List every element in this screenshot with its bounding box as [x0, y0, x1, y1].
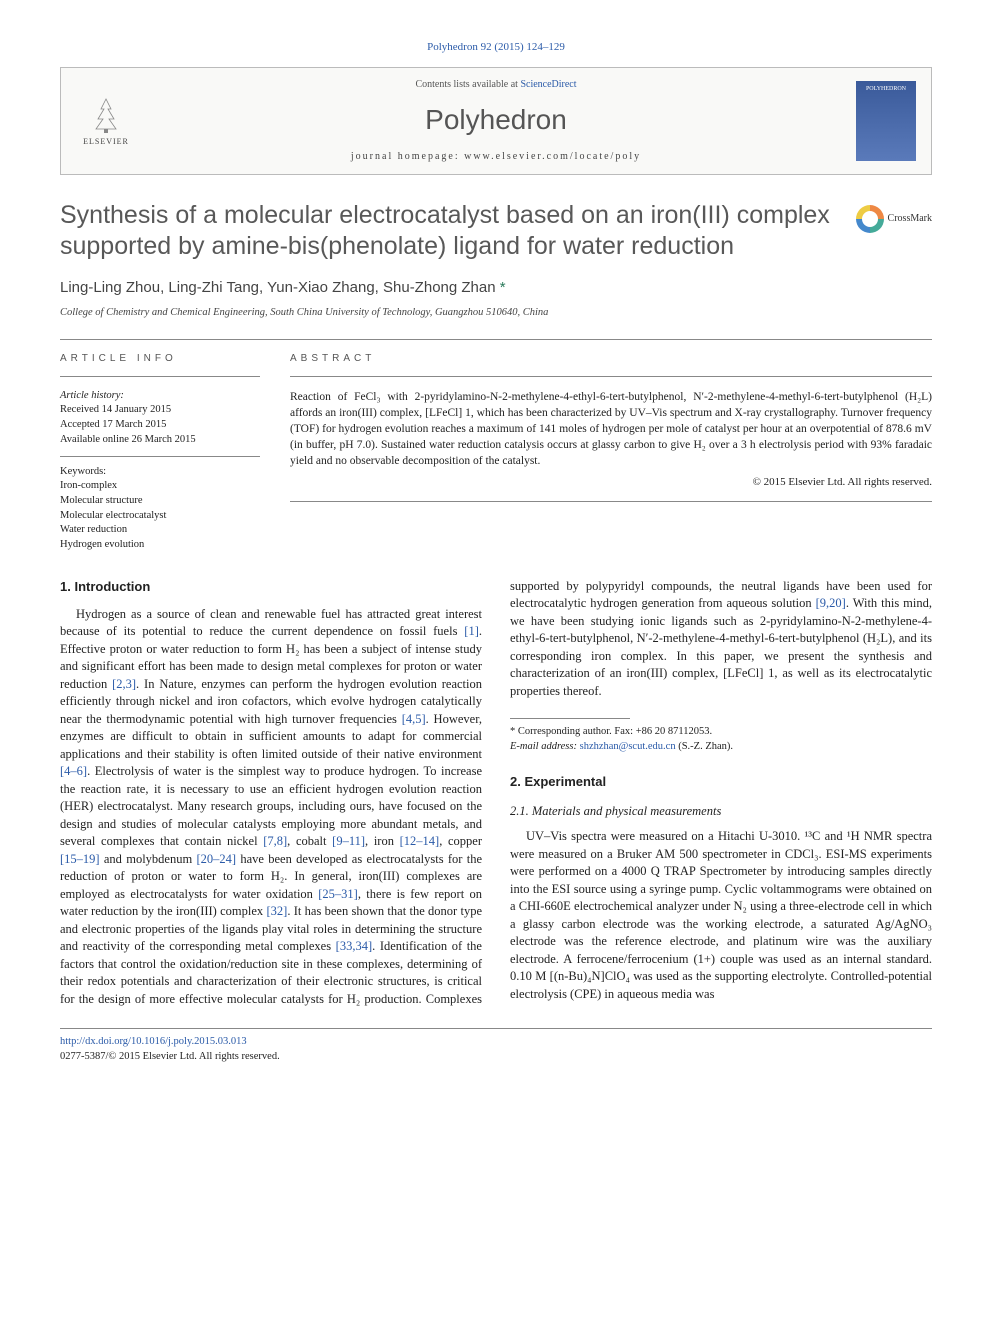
journal-homepage: journal homepage: www.elsevier.com/locat… — [136, 150, 856, 164]
keyword-item: Water reduction — [60, 523, 260, 538]
header-center: Contents lists available at ScienceDirec… — [136, 78, 856, 163]
email-link[interactable]: shzhzhan@scut.edu.cn — [580, 741, 676, 752]
keyword-item: Iron-complex — [60, 479, 260, 494]
abstract-column: ABSTRACT Reaction of FeCl₃ with 2-pyridy… — [290, 352, 932, 553]
body-columns: 1. Introduction Hydrogen as a source of … — [60, 578, 932, 1009]
journal-cover-thumb: POLYHEDRON — [856, 81, 916, 161]
article-title: Synthesis of a molecular electrocatalyst… — [60, 200, 841, 263]
homepage-prefix: journal homepage: — [351, 151, 464, 162]
ref-link[interactable]: [7,8] — [263, 834, 287, 848]
sciencedirect-link[interactable]: ScienceDirect — [520, 79, 576, 90]
crossmark-badge[interactable]: CrossMark — [856, 205, 932, 233]
journal-name: Polyhedron — [136, 100, 856, 139]
t: . With this mind, we have been studying … — [510, 596, 932, 698]
history-online: Available online 26 March 2015 — [60, 433, 260, 448]
t: Hydrogen as a source of clean and renewa… — [60, 607, 482, 639]
authors-line: Ling-Ling Zhou, Ling-Zhi Tang, Yun-Xiao … — [60, 277, 932, 298]
t: , cobalt — [287, 834, 332, 848]
footnotes: * Corresponding author. Fax: +86 20 8711… — [510, 725, 932, 754]
corresponding-mark: * — [500, 279, 506, 296]
issn-copyright: 0277-5387/© 2015 Elsevier Ltd. All right… — [60, 1050, 932, 1065]
ref-link[interactable]: [2,3] — [112, 677, 136, 691]
contents-available: Contents lists available at ScienceDirec… — [136, 78, 856, 92]
elsevier-label: ELSEVIER — [83, 136, 129, 147]
keyword-item: Molecular structure — [60, 494, 260, 509]
intro-heading: 1. Introduction — [60, 578, 482, 596]
ref-link[interactable]: [33,34] — [336, 939, 372, 953]
keyword-item: Hydrogen evolution — [60, 538, 260, 553]
t: , copper — [439, 834, 482, 848]
abstract-copyright: © 2015 Elsevier Ltd. All rights reserved… — [290, 475, 932, 490]
experimental-paragraph: UV–Vis spectra were measured on a Hitach… — [510, 828, 932, 1003]
abstract-divider — [290, 376, 932, 377]
email-label: E-mail address: — [510, 741, 580, 752]
journal-header-box: ELSEVIER Contents lists available at Sci… — [60, 67, 932, 174]
ref-link[interactable]: [4–6] — [60, 764, 87, 778]
abstract-text: Reaction of FeCl₃ with 2-pyridylamino-N-… — [290, 389, 932, 469]
materials-heading: 2.1. Materials and physical measurements — [510, 803, 932, 821]
ref-link[interactable]: [9–11] — [332, 834, 365, 848]
keywords-label: Keywords: — [60, 465, 260, 480]
t: . Identification of the — [372, 939, 482, 953]
footnote-separator — [510, 718, 630, 719]
t: , iron — [365, 834, 400, 848]
info-divider-1 — [60, 376, 260, 377]
ref-link[interactable]: [1] — [464, 624, 479, 638]
authors-names: Ling-Ling Zhou, Ling-Zhi Tang, Yun-Xiao … — [60, 279, 496, 296]
ref-link[interactable]: [15–19] — [60, 852, 100, 866]
abstract-head: ABSTRACT — [290, 352, 932, 366]
citation-bar: Polyhedron 92 (2015) 124–129 — [60, 40, 932, 55]
ref-link[interactable]: [12–14] — [400, 834, 440, 848]
history-block: Article history: Received 14 January 201… — [60, 389, 260, 457]
bottom-bar: http://dx.doi.org/10.1016/j.poly.2015.03… — [60, 1028, 932, 1064]
crossmark-icon — [856, 205, 884, 233]
citation-link[interactable]: Polyhedron 92 (2015) 124–129 — [427, 41, 565, 53]
elsevier-logo: ELSEVIER — [76, 86, 136, 156]
keywords-block: Keywords: Iron-complex Molecular structu… — [60, 465, 260, 553]
affiliation: College of Chemistry and Chemical Engine… — [60, 306, 932, 321]
email-suffix: (S.-Z. Zhan). — [676, 741, 733, 752]
ref-link[interactable]: [20–24] — [196, 852, 236, 866]
email-line: E-mail address: shzhzhan@scut.edu.cn (S.… — [510, 740, 932, 755]
article-info-head: ARTICLE INFO — [60, 352, 260, 366]
cover-thumb-label: POLYHEDRON — [866, 85, 906, 93]
abstract-bottom-divider — [290, 501, 932, 502]
ref-link[interactable]: [25–31] — [318, 887, 358, 901]
ref-link[interactable]: [9,20] — [816, 596, 846, 610]
t: and molybdenum — [100, 852, 197, 866]
tree-icon — [86, 94, 126, 134]
history-accepted: Accepted 17 March 2015 — [60, 418, 260, 433]
contents-avail-prefix: Contents lists available at — [415, 79, 520, 90]
history-label: Article history: — [60, 389, 260, 404]
homepage-url[interactable]: www.elsevier.com/locate/poly — [464, 151, 641, 162]
history-received: Received 14 January 2015 — [60, 403, 260, 418]
divider-top — [60, 339, 932, 340]
article-info-column: ARTICLE INFO Article history: Received 1… — [60, 352, 260, 553]
ref-link[interactable]: [4,5] — [402, 712, 426, 726]
corresponding-author-note: * Corresponding author. Fax: +86 20 8711… — [510, 725, 932, 740]
experimental-heading: 2. Experimental — [510, 773, 932, 791]
ref-link[interactable]: [32] — [266, 904, 287, 918]
doi-link[interactable]: http://dx.doi.org/10.1016/j.poly.2015.03… — [60, 1036, 247, 1047]
keyword-item: Molecular electrocatalyst — [60, 509, 260, 524]
crossmark-label: CrossMark — [888, 212, 932, 226]
